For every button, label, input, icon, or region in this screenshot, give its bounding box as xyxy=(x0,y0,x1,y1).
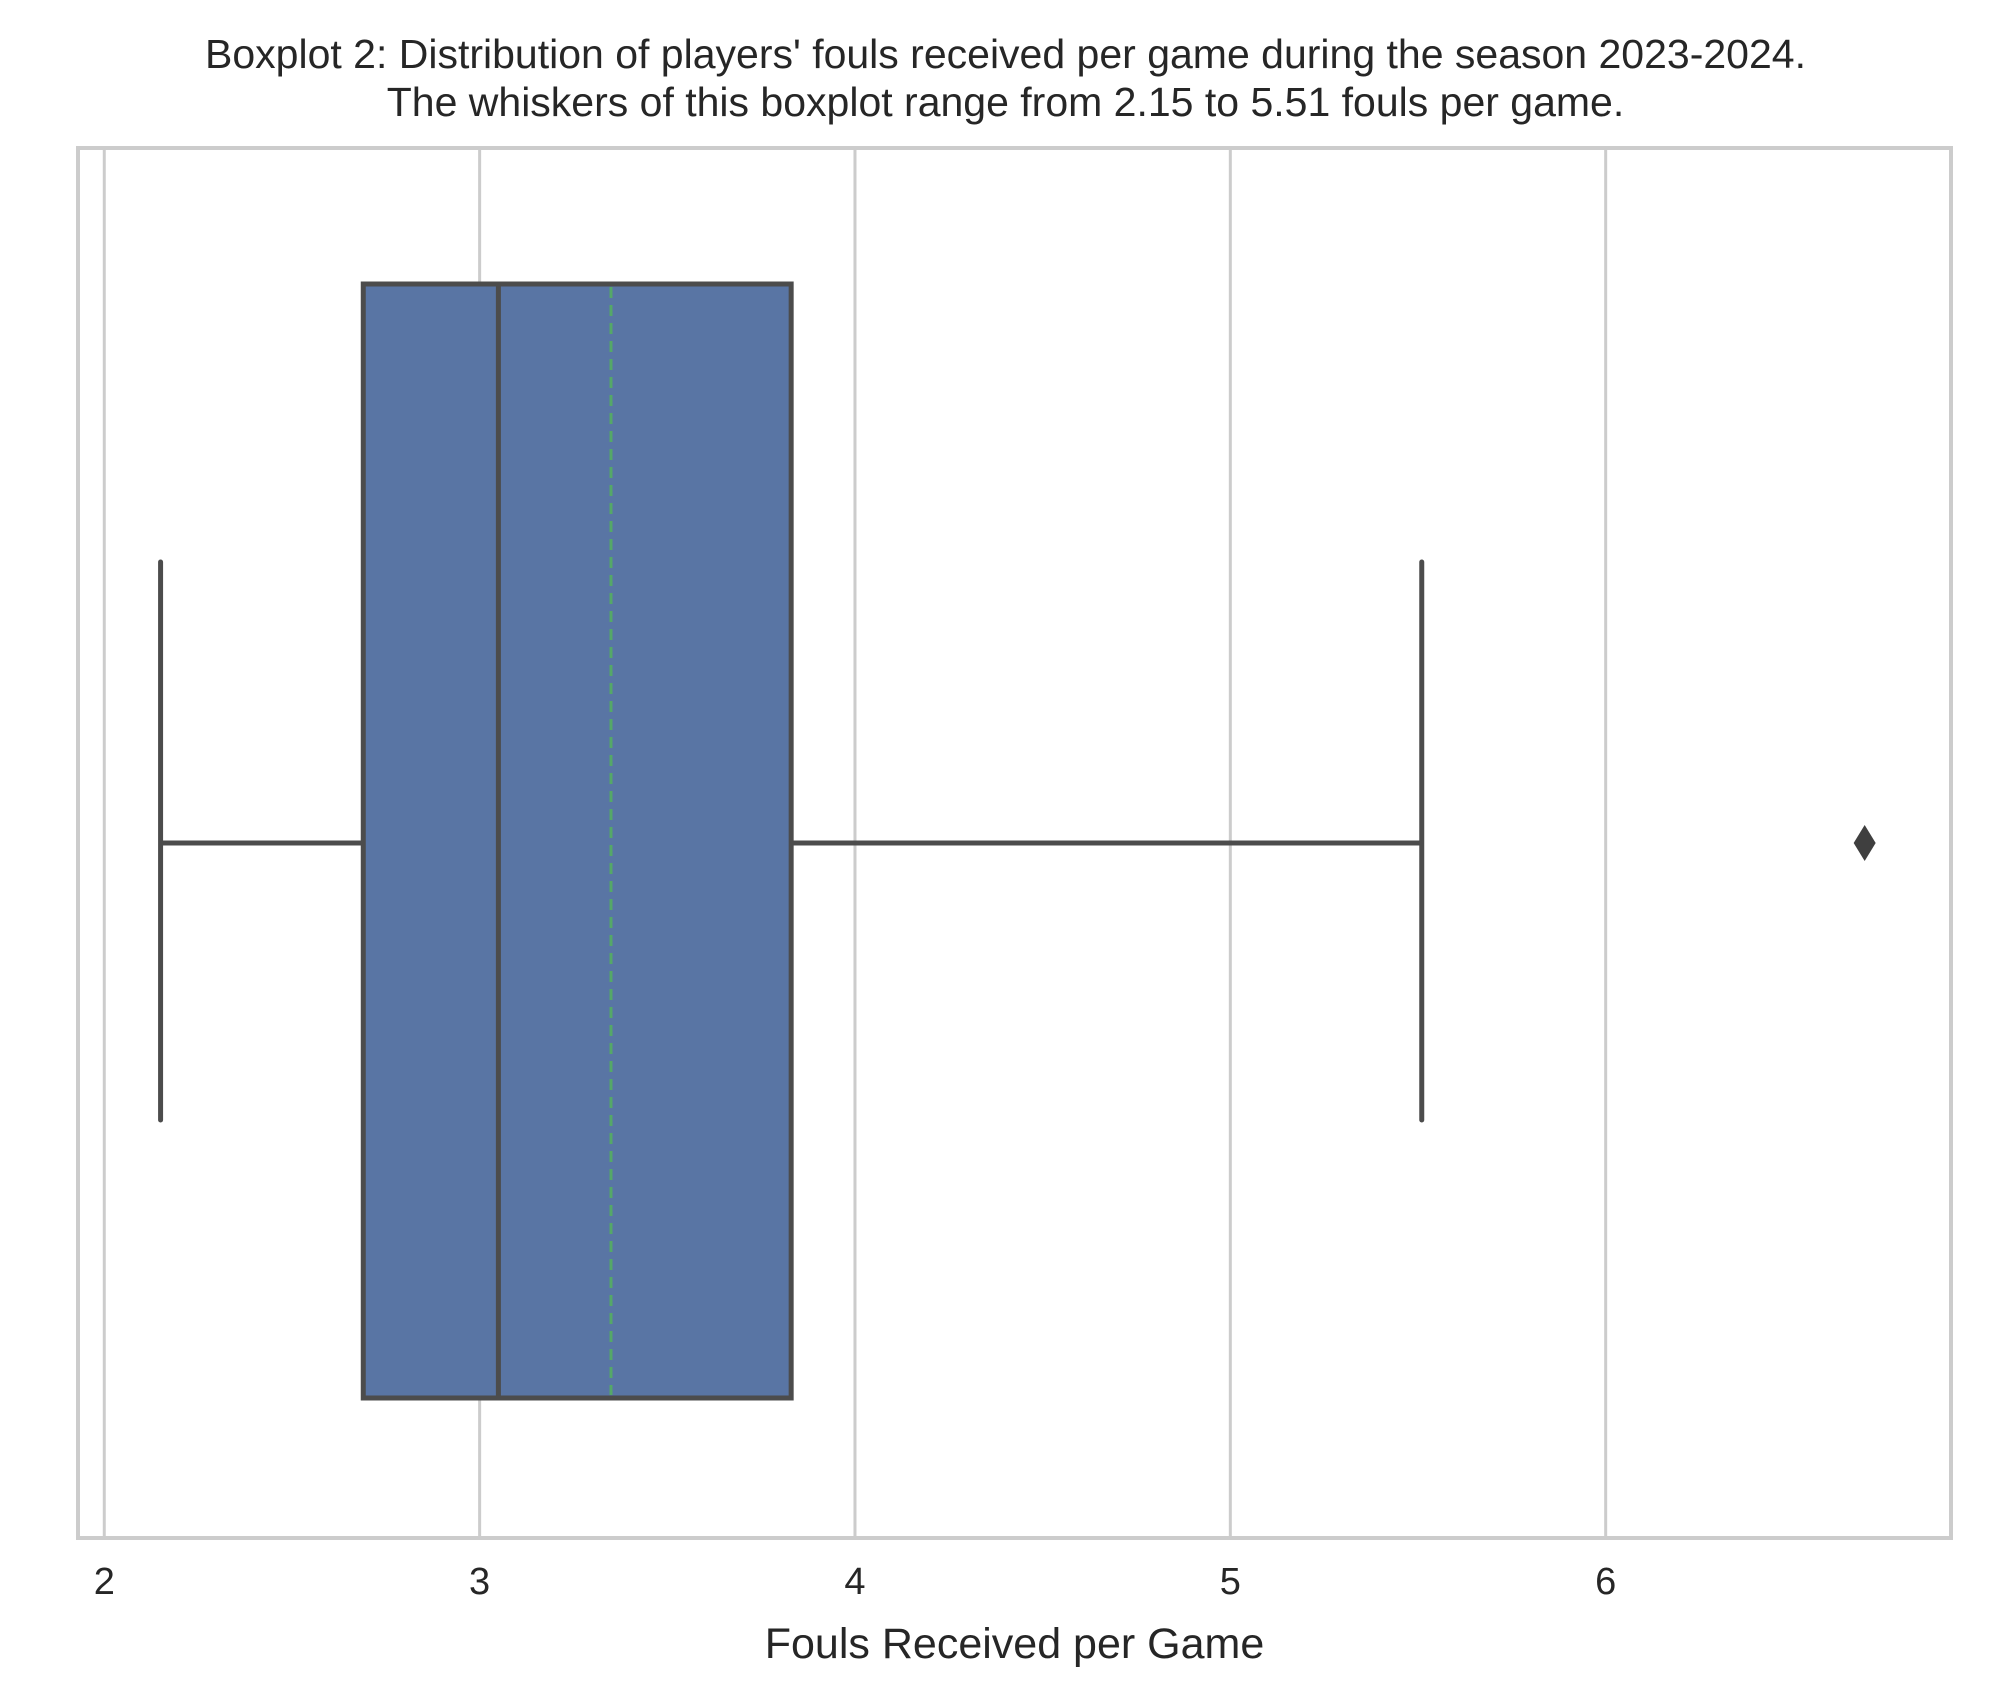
x-tick-label: 5 xyxy=(1220,1561,1241,1603)
x-tick-label: 6 xyxy=(1595,1561,1616,1603)
outliers xyxy=(1853,825,1876,861)
interquartile-box xyxy=(360,281,794,1401)
x-tick-label: 2 xyxy=(94,1561,115,1603)
x-tick-label: 3 xyxy=(469,1561,490,1603)
x-axis-ticks: 2 3 4 5 6 xyxy=(94,1561,1617,1603)
x-axis-label: Fouls Received per Game xyxy=(765,1620,1265,1668)
chart-title-line-1: Boxplot 2: Distribution of players' foul… xyxy=(205,31,1806,77)
chart-title-line-2: The whiskers of this boxplot range from … xyxy=(386,79,1625,125)
boxplot-marks xyxy=(158,281,1876,1401)
plot-area-frame xyxy=(76,146,1953,1540)
x-tick-label: 4 xyxy=(844,1561,865,1603)
outlier-point xyxy=(1853,825,1876,861)
